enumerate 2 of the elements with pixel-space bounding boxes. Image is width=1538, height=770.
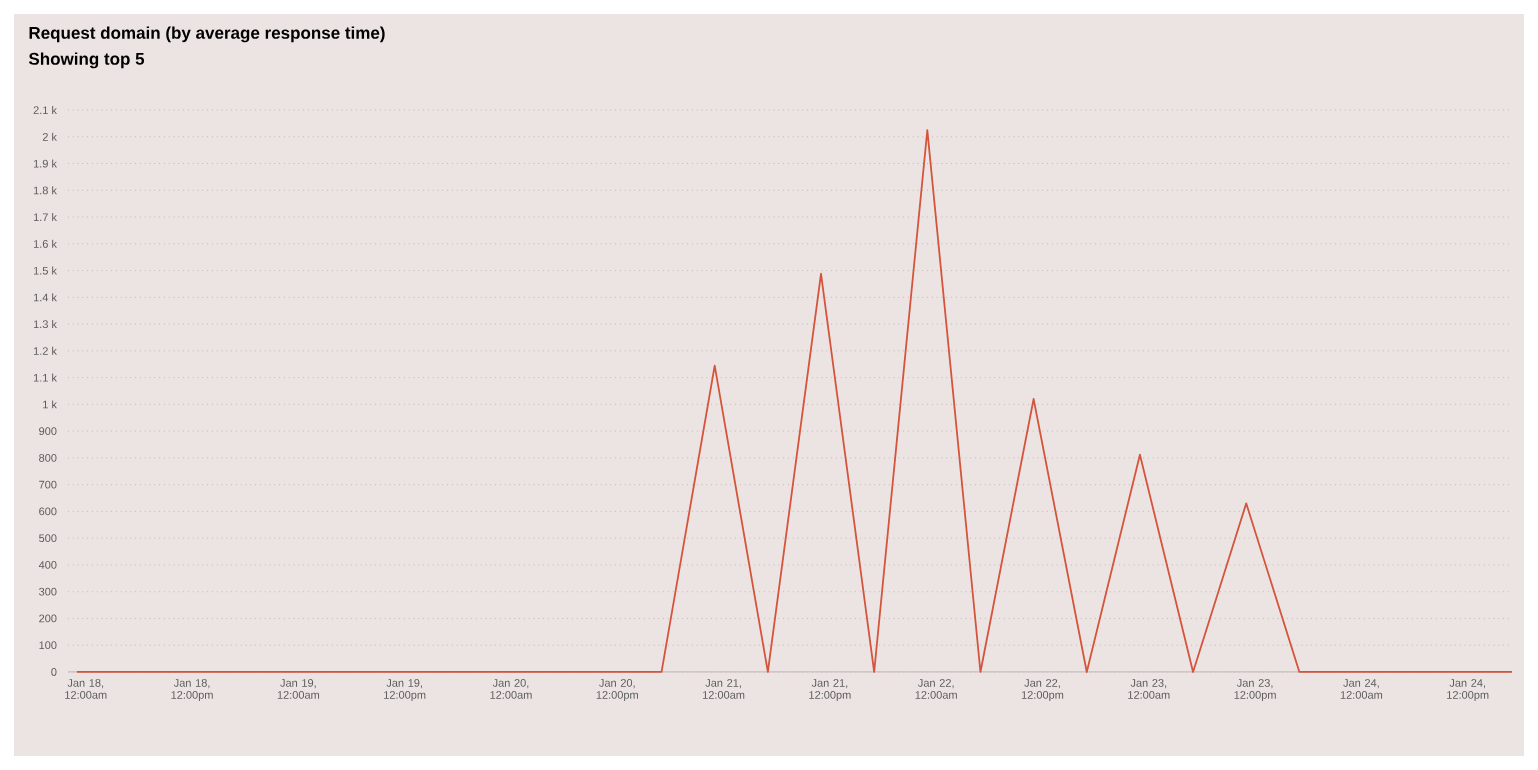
- chart-title: Request domain (by average response time): [29, 26, 385, 43]
- chart-subtitle: Showing top 5: [28, 52, 145, 69]
